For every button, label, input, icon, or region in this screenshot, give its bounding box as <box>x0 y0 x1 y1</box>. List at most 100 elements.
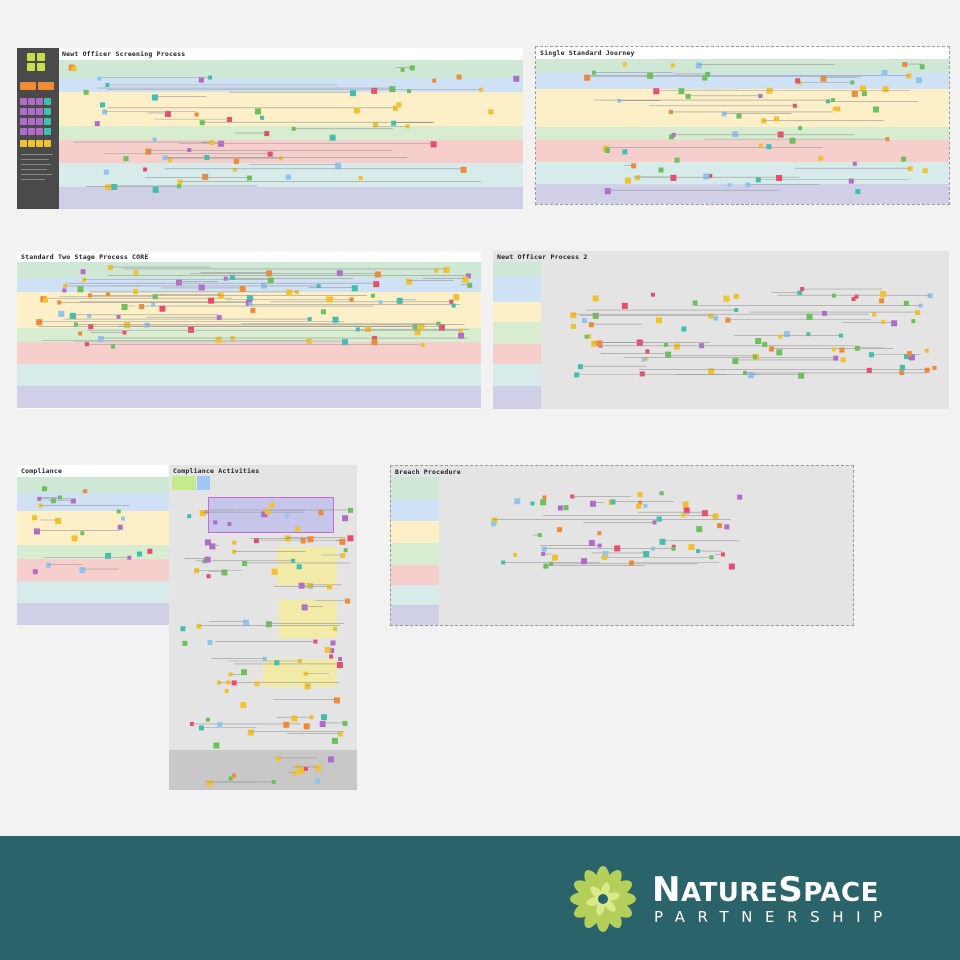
board-title: Newt Officer Screening Process <box>62 50 186 58</box>
sticky-note <box>732 358 739 364</box>
sticky-note <box>728 563 735 570</box>
sticky-note <box>924 367 930 373</box>
sticky-note <box>340 553 346 558</box>
sticky-note <box>881 70 888 76</box>
sticky-note <box>209 140 215 145</box>
sticky-note <box>800 287 805 291</box>
sticky-note <box>103 169 109 175</box>
sticky-note <box>685 93 691 99</box>
sticky-note <box>206 779 213 786</box>
sticky-note <box>602 551 609 558</box>
board-compliance[interactable]: Compliance <box>17 465 169 641</box>
sticky-note <box>330 640 336 646</box>
board-breach-procedure[interactable]: Breach Procedure <box>390 465 854 626</box>
sticky-note <box>177 184 181 189</box>
sticky-note <box>851 297 856 301</box>
connector-lines <box>32 486 153 575</box>
sticky-note <box>151 94 158 101</box>
sticky-note <box>409 65 415 71</box>
sticky-note <box>127 555 132 560</box>
sticky-note <box>304 766 308 771</box>
sticky-note <box>296 564 302 570</box>
sticky-note <box>205 717 210 722</box>
board-single-standard-journey[interactable]: Single Standard Journey <box>535 46 950 205</box>
sticky-note <box>727 183 732 188</box>
sticky-note <box>338 657 343 661</box>
sticky-note <box>269 502 275 508</box>
sticky-note <box>80 269 86 275</box>
sticky-note <box>391 120 397 126</box>
sticky-note <box>903 300 909 306</box>
sticky-note <box>835 106 841 112</box>
sticky-note <box>274 660 280 666</box>
sticky-note <box>336 270 343 277</box>
sticky-note <box>198 77 204 83</box>
sticky-note <box>208 297 215 304</box>
connector-lines <box>36 265 473 349</box>
sticky-note <box>254 681 260 687</box>
sticky-note <box>465 273 471 279</box>
sticky-note <box>866 367 872 373</box>
sticky-note <box>342 515 349 522</box>
sticky-note <box>443 266 450 273</box>
sticky-note <box>159 305 166 312</box>
swimlanes <box>391 477 439 625</box>
board-newt-officer-process-2[interactable]: Newt Officer Process 2 <box>493 251 949 409</box>
sticky-note <box>597 531 602 536</box>
sticky-note <box>458 332 465 339</box>
board-newt-officer-screening[interactable]: Newt Officer Screening Process <box>17 48 523 209</box>
sticky-note <box>298 582 305 589</box>
sticky-note <box>105 552 112 559</box>
sticky-note <box>650 292 655 297</box>
board-compliance-activities[interactable]: Compliance Activities <box>169 465 357 790</box>
sticky-note <box>285 513 290 518</box>
sticky-note <box>374 271 381 278</box>
board-standard-two-stage-core[interactable]: Standard Two Stage Process CORE <box>17 251 481 409</box>
sticky-note <box>647 72 654 79</box>
sticky-note <box>924 348 929 353</box>
sticky-note <box>851 90 858 97</box>
board-title: Single Standard Journey <box>540 49 635 57</box>
sticky-note <box>124 322 131 329</box>
sticky-note <box>629 560 634 566</box>
sticky-note <box>147 548 153 554</box>
connector-lines <box>584 62 928 195</box>
sticky-note <box>327 584 333 590</box>
sticky-note <box>542 495 547 500</box>
sticky-note <box>665 351 672 358</box>
sticky-note <box>732 131 739 138</box>
sticky-note <box>872 312 877 317</box>
sticky-note <box>670 63 675 68</box>
sticky-note <box>71 535 78 542</box>
sticky-note <box>652 520 657 525</box>
sticky-note <box>204 556 211 563</box>
sticky-note <box>343 548 348 553</box>
sticky-note <box>904 354 909 360</box>
sticky-note <box>207 640 213 646</box>
sticky-note <box>36 319 43 326</box>
sticky-note <box>696 526 703 533</box>
sticky-note <box>151 302 156 307</box>
sticky-note <box>702 75 708 81</box>
sticky-note <box>873 106 879 113</box>
sticky-note <box>776 175 783 181</box>
sticky-note <box>614 545 621 552</box>
sticky-note <box>85 342 89 347</box>
brand-name: NATURESPACE <box>652 870 879 910</box>
sticky-note <box>438 324 445 331</box>
sticky-note <box>848 178 854 184</box>
sticky-note <box>551 554 558 561</box>
sticky-note <box>333 697 340 704</box>
sticky-note <box>239 285 246 292</box>
sticky-note <box>187 514 192 519</box>
sticky-note <box>708 368 715 375</box>
sticky-note <box>240 702 247 709</box>
sticky-note <box>372 335 377 341</box>
sticky-note <box>43 297 48 303</box>
sticky-note <box>747 372 754 379</box>
sticky-note <box>899 364 905 370</box>
sticky-note <box>180 626 186 632</box>
sticky-note <box>901 156 907 162</box>
sticky-note <box>105 184 112 191</box>
sticky-note <box>822 310 827 316</box>
